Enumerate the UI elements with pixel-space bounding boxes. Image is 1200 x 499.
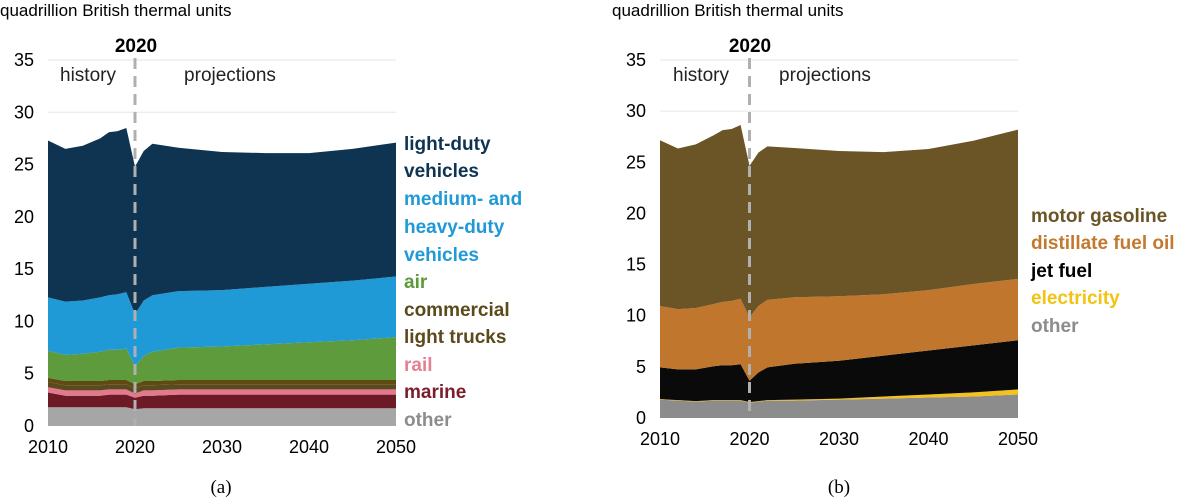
y-tick-label: 20: [14, 207, 34, 227]
y-tick-label: 0: [24, 416, 34, 436]
history-label: history: [60, 65, 116, 86]
y-tick-label: 5: [24, 364, 34, 384]
legend-air: air: [404, 272, 428, 293]
x-tick-label: 2050: [998, 429, 1038, 449]
x-tick-label: 2010: [640, 429, 680, 449]
marker-year-label: 2020: [115, 36, 157, 57]
y-tick-label: 35: [626, 50, 646, 70]
chart-transport-mode: quadrillion British thermal units 0 5 10 15…: [0, 1, 522, 498]
y-tick-label: 25: [14, 155, 34, 175]
x-tick-label: 2020: [115, 437, 155, 457]
y-tick-label: 0: [636, 408, 646, 428]
legend-medium-heavy-1: medium- and: [404, 189, 522, 210]
marker-year-label: 2020: [729, 36, 771, 57]
y-tick-label: 35: [14, 50, 34, 70]
legend-light-duty-1: light-duty: [404, 134, 491, 155]
legend-light-trucks: light trucks: [404, 327, 506, 348]
y-tick-label: 15: [14, 259, 34, 279]
area-electricity: [660, 389, 1018, 403]
x-tick-label: 2030: [819, 429, 859, 449]
area-other: [48, 407, 396, 426]
y-tick-label: 15: [626, 255, 646, 275]
y-tick-label: 10: [626, 306, 646, 326]
legend-medium-heavy-3: vehicles: [404, 245, 479, 266]
area-rail: [48, 387, 396, 398]
x-tick-label: 2010: [28, 437, 68, 457]
y-tick-label: 20: [626, 203, 646, 223]
legend-electricity: electricity: [1031, 288, 1120, 309]
legend-jet-fuel: jet fuel: [1030, 261, 1092, 282]
x-tick-label: 2040: [289, 437, 329, 457]
legend-medium-heavy-2: heavy-duty: [404, 217, 505, 238]
legend-marine: marine: [404, 382, 466, 403]
legend-motor-gasoline: motor gasoline: [1031, 206, 1167, 227]
chart-fuel-type: quadrillion British thermal units 0 5 10 15…: [612, 1, 1175, 498]
caption-a: (a): [210, 477, 231, 498]
x-tick-label: 2040: [908, 429, 948, 449]
legend-commercial: commercial: [404, 300, 510, 321]
x-tick-label: 2020: [729, 429, 769, 449]
x-tick-label: 2050: [376, 437, 416, 457]
projections-label: projections: [184, 65, 276, 86]
y-tick-label: 30: [626, 101, 646, 121]
unit-label: quadrillion British thermal units: [612, 1, 844, 20]
y-tick-label: 10: [14, 311, 34, 331]
y-tick-label: 25: [626, 152, 646, 172]
history-label: history: [673, 65, 729, 86]
legend-other: other: [404, 410, 452, 431]
legend-other: other: [1031, 316, 1079, 337]
y-tick-label: 30: [14, 102, 34, 122]
projections-label: projections: [779, 65, 871, 86]
y-tick-label: 5: [636, 357, 646, 377]
area-other: [660, 394, 1018, 418]
x-tick-label: 2030: [202, 437, 242, 457]
legend-rail: rail: [404, 355, 433, 376]
legend-light-duty-2: vehicles: [404, 161, 479, 182]
unit-label: quadrillion British thermal units: [0, 1, 232, 20]
legend-distillate-fuel-oil: distillate fuel oil: [1031, 233, 1175, 254]
area-medium-and-heavy-duty-vehicles: [48, 276, 396, 367]
caption-b: (b): [828, 477, 850, 498]
